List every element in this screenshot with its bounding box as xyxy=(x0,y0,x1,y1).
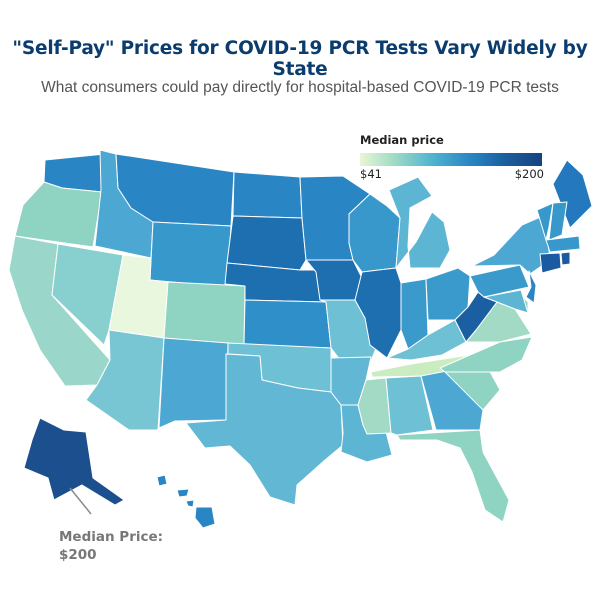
state-co[interactable] xyxy=(163,281,246,346)
state-hi[interactable] xyxy=(156,474,216,529)
state-me[interactable] xyxy=(552,159,593,229)
state-nc[interactable] xyxy=(439,336,533,373)
state-nh[interactable] xyxy=(548,201,568,241)
state-ma[interactable] xyxy=(545,235,581,253)
state-nv[interactable] xyxy=(51,243,124,346)
state-pa[interactable] xyxy=(469,264,530,298)
legend-max-label: $200 xyxy=(514,167,544,181)
state-nj[interactable] xyxy=(525,270,537,304)
state-or[interactable] xyxy=(14,181,103,248)
state-nm[interactable] xyxy=(158,337,229,429)
legend-title: Median price xyxy=(360,133,444,147)
state-mi[interactable] xyxy=(388,176,451,269)
legend-min-label: $41 xyxy=(360,167,382,181)
alaska-callout: Median Price: $200 xyxy=(59,528,163,564)
callout-leader-line xyxy=(69,487,92,515)
state-tx[interactable] xyxy=(185,353,344,506)
state-ny[interactable] xyxy=(471,214,551,275)
state-sd[interactable] xyxy=(226,215,307,271)
state-ri[interactable] xyxy=(560,251,571,266)
state-al[interactable] xyxy=(385,375,434,436)
chart-title: "Self-Pay" Prices for COVID-19 PCR Tests… xyxy=(12,38,588,80)
state-vt[interactable] xyxy=(536,202,554,241)
callout-label: Median Price: xyxy=(59,529,164,545)
state-nd[interactable] xyxy=(232,171,303,219)
state-fl[interactable] xyxy=(396,429,510,523)
callout-value: $200 xyxy=(59,547,97,563)
chart-subtitle: What consumers could pay directly for ho… xyxy=(41,79,559,96)
state-wy[interactable] xyxy=(149,221,232,288)
state-ak[interactable] xyxy=(23,417,125,506)
state-ct[interactable] xyxy=(539,252,562,274)
state-md[interactable] xyxy=(483,289,529,314)
state-ks[interactable] xyxy=(243,299,332,349)
legend-color-scale xyxy=(360,153,542,166)
legend: Median price $41 $200 xyxy=(360,133,544,181)
